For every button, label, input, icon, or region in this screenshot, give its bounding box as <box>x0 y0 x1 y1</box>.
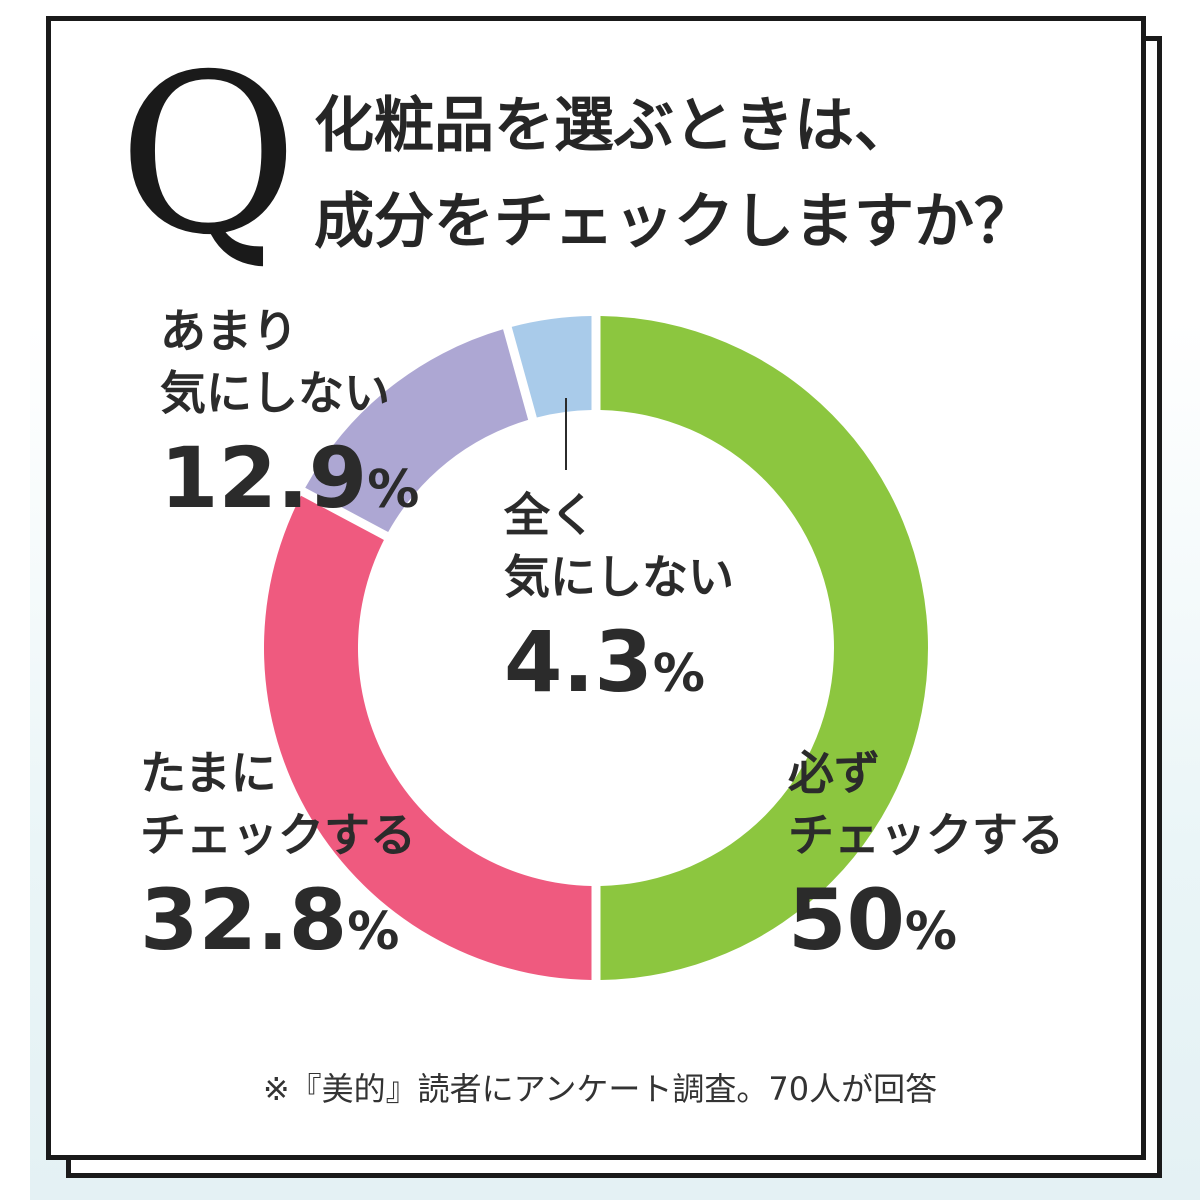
label-always-percent-sign: % <box>904 902 958 962</box>
label-sometimes-value: 32.8% <box>140 872 416 980</box>
label-never-line-2: 気にしない <box>504 550 734 604</box>
label-sometimes-line-1: たまに <box>140 746 277 800</box>
question-title: 化粧品を選ぶときは、 成分をチェックしますか？ <box>314 78 1094 270</box>
q-letter-mark: Q <box>118 27 299 283</box>
label-rarely: あまり 気にしない 12.9% <box>160 300 419 538</box>
label-never: 全く 気にしない 4.3% <box>504 484 734 722</box>
label-sometimes-percent-sign: % <box>347 902 400 962</box>
label-sometimes-number: 32.8 <box>140 871 348 969</box>
label-rarely-line-1: あまり <box>160 304 298 358</box>
label-sometimes: たまに チェックする 32.8% <box>140 742 416 980</box>
label-always-line-2: チェックする <box>788 808 1064 862</box>
slice-never-care <box>511 316 592 418</box>
label-never-percent-sign: % <box>652 644 705 704</box>
label-rarely-percent-sign: % <box>367 460 420 520</box>
question-line-1: 化粧品を選ぶときは、 <box>314 91 914 161</box>
label-always: 必ず チェックする 50% <box>788 742 1064 980</box>
label-always-number: 50 <box>788 871 905 969</box>
label-rarely-number: 12.9 <box>160 429 368 527</box>
survey-card <box>46 16 1146 1160</box>
slice-rarely-care <box>305 329 529 533</box>
survey-footnote: ※『美的』読者にアンケート調査。70人が回答 <box>262 1070 938 1108</box>
label-never-line-1: 全く <box>504 488 596 542</box>
label-never-value: 4.3% <box>504 614 734 722</box>
slice-sometimes-check <box>264 495 592 980</box>
label-always-line-1: 必ず <box>788 746 880 800</box>
label-never-number: 4.3 <box>504 613 653 711</box>
label-rarely-value: 12.9% <box>160 430 419 538</box>
question-line-2: 成分をチェックしますか？ <box>314 187 1034 257</box>
label-sometimes-line-2: チェックする <box>140 808 416 862</box>
slice-always-check <box>600 316 928 980</box>
label-rarely-line-2: 気にしない <box>160 366 390 420</box>
label-always-value: 50% <box>788 872 1064 980</box>
